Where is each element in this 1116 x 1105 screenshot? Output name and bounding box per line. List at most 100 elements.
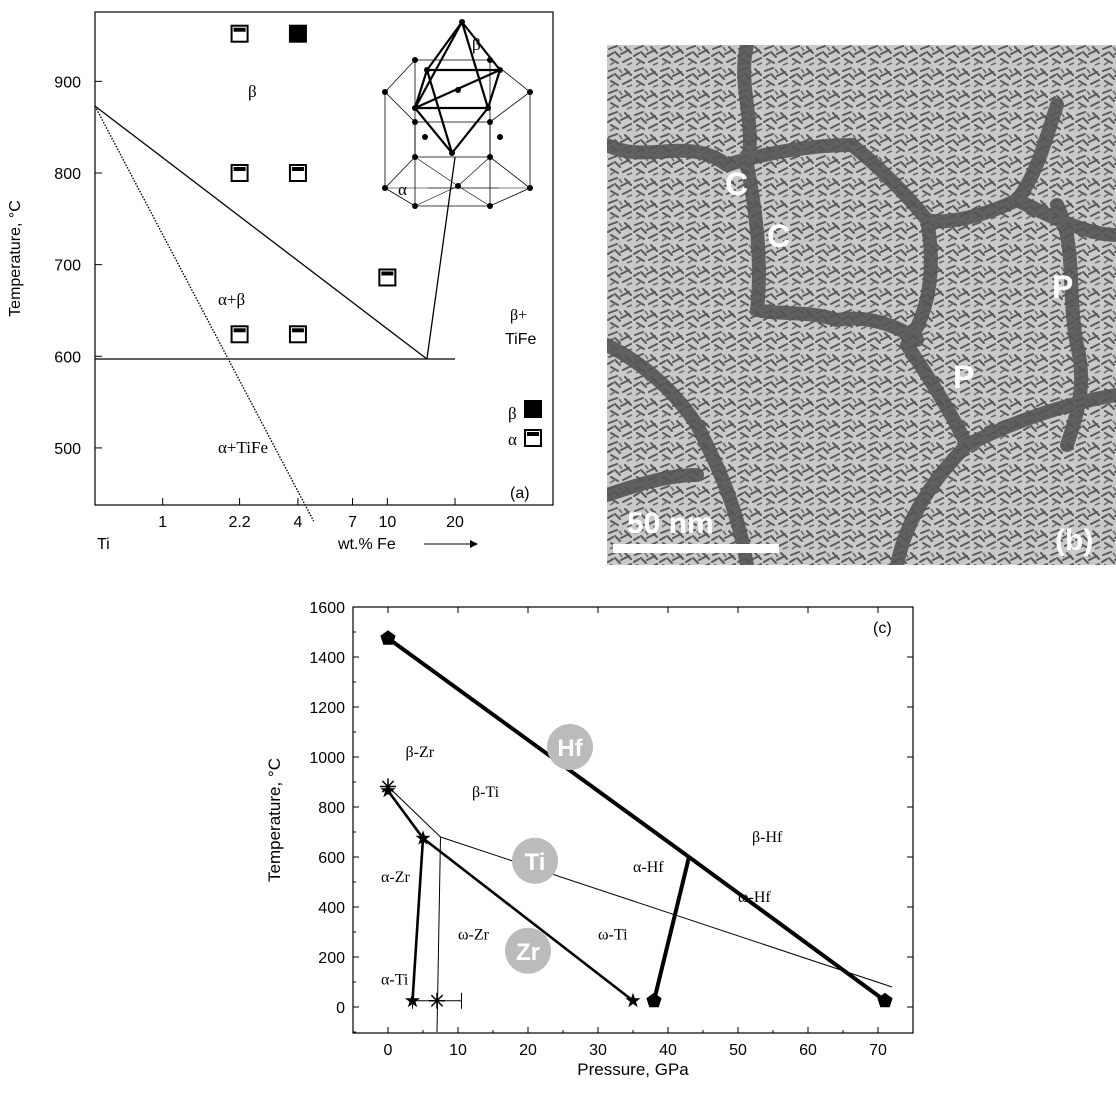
atom xyxy=(412,57,418,63)
phase-boundary-a xyxy=(94,105,315,522)
x-tick-label-a: 7 xyxy=(348,514,357,531)
scale-bar-label: 50 nm xyxy=(627,507,714,540)
label-c-2: C xyxy=(767,218,790,254)
y-tick-label-c: 1200 xyxy=(309,700,345,717)
micrograph-texture xyxy=(607,45,1116,565)
phase-label: β-Ti xyxy=(472,784,500,801)
phase-line-hf xyxy=(687,855,887,1003)
crystal-structure-inset: βα xyxy=(382,19,533,209)
y-axis-label-a: Temperature, °C xyxy=(7,200,24,317)
element-badge-circle xyxy=(505,927,551,974)
hf-marker xyxy=(646,992,662,1008)
y-tick-label-c: 600 xyxy=(318,850,345,867)
x-tick-label-a: 10 xyxy=(378,514,396,531)
x-tick-label-c: 30 xyxy=(589,1042,607,1059)
phase-label: α-Hf xyxy=(633,859,664,876)
y-tick-label-c: 0 xyxy=(336,1000,345,1017)
legend-alpha-label: α xyxy=(508,430,517,449)
atom xyxy=(382,89,388,95)
x-tick-label-a: 4 xyxy=(293,514,302,531)
micrograph-image: C C P P 50 nm (b) xyxy=(607,45,1116,565)
y-axis-label-c: Temperature, °C xyxy=(265,758,284,882)
phase-line-hf xyxy=(652,856,691,1002)
hcp-inner-line xyxy=(457,156,491,187)
grain-boundaries xyxy=(607,45,1116,565)
phase-label: ω-Zr xyxy=(458,927,490,944)
x-tick-label-c: 70 xyxy=(869,1042,887,1059)
zr-marker xyxy=(625,992,641,1008)
bcc-edge xyxy=(414,21,463,109)
phase-label: α-Zr xyxy=(381,869,410,886)
x-tick-label-c: 60 xyxy=(799,1042,817,1059)
x-tick-label-c: 40 xyxy=(659,1042,677,1059)
atom xyxy=(487,203,493,209)
panel-a-phase-diagram: 500 600 700 800 900 1 2.2 4 7 10 20 Ti wt.% Fe Temper… xyxy=(0,0,570,565)
x-tick-label-a: 20 xyxy=(446,514,464,531)
alpha-point-bar xyxy=(233,328,246,333)
atom xyxy=(382,185,388,191)
element-badge-label: Hf xyxy=(557,735,583,762)
y-tick-label-a: 700 xyxy=(54,258,81,275)
x-tick-label-c: 10 xyxy=(449,1042,467,1059)
alpha-point-bar xyxy=(291,167,304,171)
label-c-1: C xyxy=(725,166,748,202)
phase-label: α-Ti xyxy=(381,972,409,989)
x-tick-label-c: 50 xyxy=(729,1042,747,1059)
atom xyxy=(449,150,455,156)
atom xyxy=(487,154,493,160)
element-badge-label: Zr xyxy=(516,939,540,966)
bcc-edge xyxy=(460,21,490,109)
y-tick-label-c: 1400 xyxy=(309,650,345,667)
bcc-edge xyxy=(461,21,501,71)
phase-line-ti xyxy=(387,786,441,838)
atom xyxy=(412,154,418,160)
x-tick-label-c: 0 xyxy=(384,1042,393,1059)
phase-boundary-a xyxy=(94,105,428,360)
hcp-inner-line xyxy=(414,156,459,187)
hf-marker xyxy=(877,992,893,1008)
hcp-inner-line xyxy=(414,185,459,207)
hcp-inner-line xyxy=(457,185,491,207)
chart-c-svg: 0 200 400 600 800 1000 1200 1400 1600 0 10 20 30 40 50… xyxy=(265,600,914,1079)
atom xyxy=(487,57,493,63)
alpha-point-bar xyxy=(291,328,304,333)
panel-a-tag: (a) xyxy=(510,485,530,502)
bcc-edge xyxy=(414,107,453,154)
phase-label: β-Zr xyxy=(406,744,435,761)
inset-alpha-label: α xyxy=(398,180,407,199)
y-tick-label-c: 1000 xyxy=(309,750,345,767)
element-badge-circle xyxy=(547,724,593,770)
atom xyxy=(422,134,428,140)
element-badge-circle xyxy=(512,837,558,884)
bcc-edge xyxy=(425,69,454,154)
hf-marker xyxy=(380,630,396,645)
ti-marker xyxy=(381,780,395,793)
atom xyxy=(497,67,503,73)
bcc-edge xyxy=(486,69,502,109)
phase-line-zr xyxy=(411,838,425,1001)
atom xyxy=(455,87,461,93)
atom xyxy=(412,203,418,209)
region-label-beta-tife-2: TiFe xyxy=(505,331,537,348)
label-p-1: P xyxy=(1052,269,1073,305)
alpha-point-bar xyxy=(233,27,246,32)
micrograph-labels: C C P P 50 nm (b) xyxy=(627,166,1093,557)
atom xyxy=(497,134,503,140)
region-label-beta-tife-1: β+ xyxy=(510,307,527,324)
atom xyxy=(459,19,465,25)
alpha-point-bar xyxy=(381,271,394,276)
phase-label: β-Hf xyxy=(752,829,783,846)
panel-c-pt-diagram: 0 200 400 600 800 1000 1200 1400 1600 0 10 20 30 40 50… xyxy=(250,595,930,1100)
y-tick-label-a: 500 xyxy=(54,441,81,458)
bcc-edge xyxy=(426,21,463,71)
scale-bar xyxy=(613,544,779,553)
y-tick-label-c: 400 xyxy=(318,900,345,917)
x-axis-label-c: Pressure, GPa xyxy=(577,1060,689,1079)
legend-beta-marker xyxy=(524,400,542,418)
x-origin-label: Ti xyxy=(97,536,110,553)
atom xyxy=(485,105,491,111)
x-axis-arrowhead-a xyxy=(470,540,478,548)
phase-label: ω-Ti xyxy=(598,927,628,944)
x-axis-label-a: wt.% Fe xyxy=(337,536,396,553)
panel-c-tag: (c) xyxy=(873,620,892,637)
